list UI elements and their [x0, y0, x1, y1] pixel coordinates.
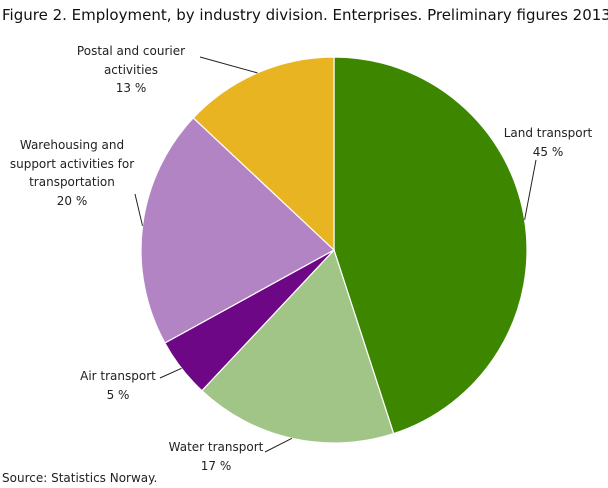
source-note: Source: Statistics Norway. — [2, 471, 158, 485]
value-label: 13 % — [115, 81, 147, 95]
category-name: Water transport — [168, 440, 264, 454]
slice-label: Water transport 17 % — [156, 438, 276, 475]
category-name: Postal and courier activities — [76, 44, 186, 77]
category-name: Air transport — [80, 369, 156, 383]
category-name: Warehousing and support activities for t… — [9, 138, 135, 189]
leader-line — [524, 159, 537, 220]
value-label: 20 % — [56, 193, 88, 208]
leader-line — [264, 437, 293, 453]
leader-line — [159, 367, 182, 379]
slice-label: Air transport 5 % — [68, 367, 168, 404]
slice-label: Warehousing and support activities for t… — [6, 136, 138, 210]
pie-slice — [140, 117, 336, 344]
leader-line — [199, 56, 258, 74]
slice-label: Postal and courier activities 13 % — [72, 42, 190, 98]
leader-line — [134, 193, 144, 226]
slice-label: Land transport 45 % — [488, 124, 608, 161]
pie-slice — [333, 56, 528, 435]
chart-title: Figure 2. Employment, by industry divisi… — [2, 6, 608, 24]
category-name: Land transport — [503, 126, 593, 140]
value-label: 17 % — [200, 458, 232, 473]
value-label: 45 % — [532, 144, 564, 159]
value-label: 5 % — [106, 387, 130, 402]
